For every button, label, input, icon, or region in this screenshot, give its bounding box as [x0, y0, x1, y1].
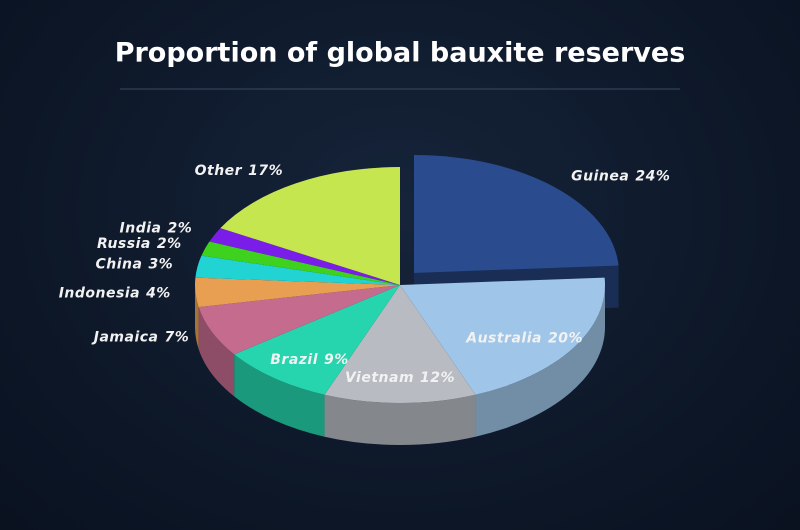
slice-label-value: 2% — [167, 221, 192, 237]
slice — [195, 255, 400, 285]
chart-title: Proportion of global bauxite reserves — [115, 38, 686, 69]
slice-side — [324, 394, 476, 446]
slice-label-name: Other — [195, 163, 243, 179]
slice-label-value: 12% — [420, 370, 455, 386]
slice-label-value: 2% — [157, 236, 182, 252]
slice-label-name: China — [95, 256, 142, 272]
slice-label: Guinea 24% — [571, 169, 670, 185]
slice-label-name: Australia — [465, 331, 542, 347]
slice-side — [198, 307, 235, 397]
slice-side — [195, 285, 199, 350]
slice-label: Other 17% — [195, 163, 283, 179]
slice-label: Jamaica 7% — [91, 329, 190, 345]
slice — [220, 167, 400, 285]
slice-label-value: 17% — [248, 163, 283, 179]
slice — [198, 285, 400, 355]
slice-label-name: Guinea — [571, 169, 629, 185]
slice-label-value: 9% — [324, 352, 349, 368]
slice — [195, 277, 400, 308]
slice-label-name: Russia — [97, 236, 151, 252]
slice — [400, 277, 605, 395]
slice-label: Vietnam 12% — [345, 370, 455, 386]
slice-label-name: Vietnam — [345, 370, 414, 386]
slice-label: Brazil 9% — [270, 352, 349, 368]
slice-label: Australia 20% — [465, 331, 583, 347]
slice-label-name: Brazil — [270, 352, 318, 368]
slice-label-value: 7% — [165, 329, 190, 345]
pie-tops — [195, 155, 619, 404]
slice-side — [475, 285, 605, 437]
slice-label: China 3% — [95, 256, 173, 272]
slice-label: India 2% — [120, 221, 193, 237]
slice — [209, 228, 400, 285]
slice-label-value: 4% — [145, 285, 171, 301]
slice-label-name: Jamaica — [91, 329, 159, 345]
slice-label-name: Indonesia — [59, 285, 140, 301]
slice-label-name: India — [120, 221, 162, 237]
slice — [234, 285, 400, 395]
slice — [201, 241, 400, 285]
slice-label-value: 24% — [635, 169, 670, 185]
slice-label-value: 3% — [148, 256, 173, 272]
slice — [324, 285, 476, 404]
slice-label: Russia 2% — [97, 236, 182, 252]
slice-side — [234, 354, 325, 437]
slice — [414, 155, 619, 273]
pie-labels: Guinea 24% Australia 20% Vietnam 12% Brazil 9% J… — [59, 163, 670, 386]
slice-label: Indonesia 4% — [59, 285, 171, 301]
slice-label-value: 20% — [548, 331, 583, 347]
